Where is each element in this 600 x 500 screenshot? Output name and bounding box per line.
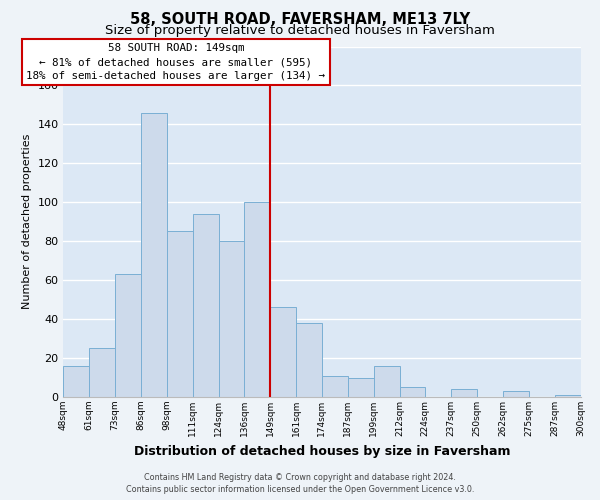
Text: 58 SOUTH ROAD: 149sqm
← 81% of detached houses are smaller (595)
18% of semi-det: 58 SOUTH ROAD: 149sqm ← 81% of detached … bbox=[26, 43, 325, 81]
Bar bbox=[89, 348, 115, 397]
X-axis label: Distribution of detached houses by size in Faversham: Distribution of detached houses by size … bbox=[134, 444, 510, 458]
Bar bbox=[193, 214, 218, 397]
Bar bbox=[141, 112, 167, 397]
Bar bbox=[503, 391, 529, 397]
Text: 58, SOUTH ROAD, FAVERSHAM, ME13 7LY: 58, SOUTH ROAD, FAVERSHAM, ME13 7LY bbox=[130, 12, 470, 28]
Bar bbox=[322, 376, 348, 397]
Bar bbox=[348, 378, 374, 397]
Bar bbox=[296, 323, 322, 397]
Bar bbox=[451, 389, 477, 397]
Bar bbox=[167, 232, 193, 397]
Y-axis label: Number of detached properties: Number of detached properties bbox=[22, 134, 32, 310]
Bar bbox=[115, 274, 141, 397]
Bar bbox=[218, 241, 244, 397]
Bar bbox=[400, 388, 425, 397]
Text: Size of property relative to detached houses in Faversham: Size of property relative to detached ho… bbox=[105, 24, 495, 37]
Text: Contains HM Land Registry data © Crown copyright and database right 2024.
Contai: Contains HM Land Registry data © Crown c… bbox=[126, 473, 474, 494]
Bar bbox=[554, 395, 581, 397]
Bar bbox=[374, 366, 400, 397]
Bar bbox=[244, 202, 270, 397]
Bar bbox=[270, 308, 296, 397]
Bar bbox=[64, 366, 89, 397]
